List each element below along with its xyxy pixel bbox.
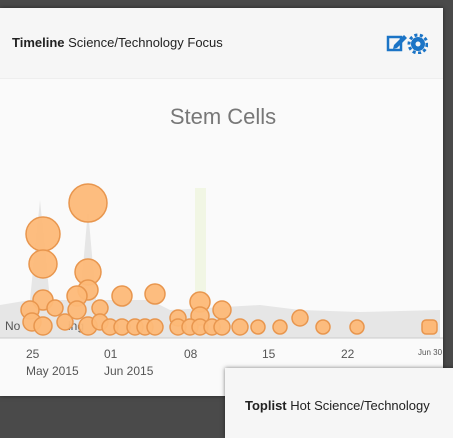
bubble (315, 319, 331, 335)
bubble (291, 309, 309, 327)
x-tick-label: 15 (262, 347, 276, 361)
toplist-title: Toplist (245, 398, 287, 413)
bubble (68, 183, 108, 223)
bubble (421, 319, 438, 335)
x-tick-label: Jun 30 (418, 348, 443, 357)
bubble (67, 300, 87, 320)
settings-icon[interactable] (407, 33, 428, 54)
empty-text: No (5, 319, 21, 333)
x-tick-label: 22 (341, 347, 355, 361)
header-subtitle: Science/Technology Focus (68, 35, 223, 50)
bubble (28, 249, 58, 279)
bubble (146, 318, 164, 336)
bubble (144, 283, 166, 305)
bubble (33, 316, 53, 336)
x-tick-label: 01 (104, 347, 118, 361)
bubble (213, 318, 231, 336)
toplist-subtitle: Hot Science/Technology (290, 398, 430, 413)
page: Timeline Science/Technology Focus Stem C… (0, 8, 453, 438)
bubble (272, 319, 288, 335)
header-icons (386, 33, 428, 54)
card-header (0, 8, 443, 79)
bubble (231, 318, 249, 336)
header-text: Timeline Science/Technology Focus (12, 35, 223, 50)
toplist-card: Toplist Hot Science/Technology (225, 368, 453, 438)
bubble (250, 319, 266, 335)
x-tick-month: Jun 2015 (104, 364, 154, 378)
x-tick-month: May 2015 (26, 364, 79, 378)
volume-area (0, 200, 440, 338)
x-tick-label: 08 (184, 347, 198, 361)
bubble (111, 285, 133, 307)
x-tick-label: 25 (26, 347, 40, 361)
bubble (46, 299, 64, 317)
header-title: Timeline (12, 35, 65, 50)
header-text: Toplist Hot Science/Technology (245, 398, 430, 413)
bubble (349, 319, 365, 335)
bubble (212, 300, 232, 320)
edit-icon[interactable] (386, 35, 407, 52)
bubble (56, 313, 74, 331)
highlight-band (195, 188, 206, 338)
bubble (25, 216, 61, 252)
chart-title: Stem Cells (170, 104, 276, 129)
